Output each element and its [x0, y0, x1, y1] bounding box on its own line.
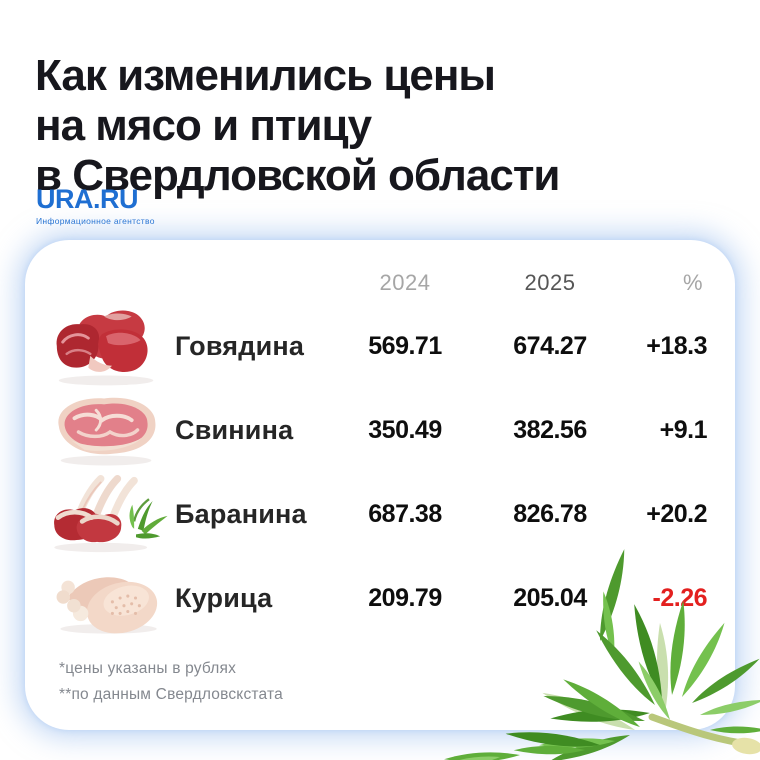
row-label: Свинина: [175, 414, 294, 445]
table-row: Говядина 569.71 674.27 +18.3: [25, 304, 735, 388]
row-label: Курица: [175, 582, 273, 613]
pork-image: [45, 388, 175, 472]
title-line-2: на мясо и птицу: [35, 101, 372, 151]
table-row: Баранина 687.38 826.78 +20.2: [25, 472, 735, 556]
price-2025: 205.04: [513, 583, 587, 612]
price-2025: 674.27: [513, 331, 587, 360]
pct-value: +18.3: [646, 331, 707, 360]
footnotes: *цены указаны в рублях **по данным Сверд…: [59, 656, 735, 709]
column-header-2025: 2025: [524, 270, 576, 295]
footnote-rubles: *цены указаны в рублях: [59, 660, 237, 677]
ura-ru-logo: URA.RU Информационное агентство: [36, 184, 155, 226]
table-header-row: 2024 2025 %: [25, 268, 735, 298]
price-2024: 687.38: [368, 499, 442, 528]
pct-value: +9.1: [659, 415, 708, 444]
beef-image: [45, 304, 175, 388]
footnote-source: **по данным Свердловскстата: [59, 686, 283, 704]
logo-tagline: Информационное агентство: [36, 216, 155, 226]
title-line-1: Как изменились цены: [35, 51, 496, 101]
column-header-percent: %: [682, 270, 703, 295]
table-body: Говядина 569.71 674.27 +18.3 Свинина 350…: [25, 304, 735, 640]
chicken-image: [45, 556, 175, 640]
title-line-3: в Свердловской области: [35, 151, 560, 201]
price-2025: 826.78: [513, 499, 587, 528]
price-2024: 350.49: [368, 415, 442, 444]
lamb-image: [45, 472, 175, 556]
page-title: Как изменились цены на мясо и птицу в Св…: [35, 51, 560, 201]
logo-wordmark: URA.RU: [36, 184, 138, 214]
price-2024: 569.71: [368, 331, 442, 360]
table-row: Свинина 350.49 382.56 +9.1: [25, 388, 735, 472]
pct-value: +20.2: [646, 499, 707, 528]
price-2025: 382.56: [513, 415, 587, 444]
row-label: Баранина: [175, 498, 307, 529]
rosemary-sprig-small: [129, 498, 168, 539]
column-header-2024: 2024: [379, 270, 431, 295]
price-table-card: 2024 2025 % Говядина 569.71: [25, 240, 735, 730]
table-row: Курица 209.79 205.04 -2.26: [25, 556, 735, 640]
pct-value: -2.26: [652, 583, 708, 612]
row-label: Говядина: [175, 330, 305, 361]
price-2024: 209.79: [368, 583, 442, 612]
